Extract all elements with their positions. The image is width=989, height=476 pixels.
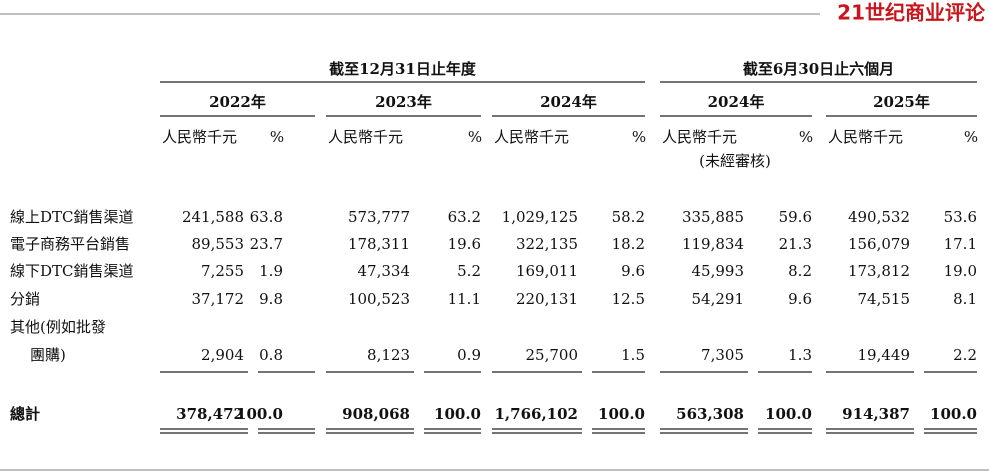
row-label: 電子商務平台銷售 [10,235,130,253]
total-cell: 908,068 [342,405,410,423]
cell: 58.2 [612,208,645,226]
cell: 322,135 [516,235,578,253]
total-cell: 563,308 [676,405,744,423]
cell: 23.7 [250,235,283,253]
unit-header: % [799,128,813,146]
cell: 63.8 [250,208,283,226]
row-label: 其他(例如批發 [10,318,106,336]
cell: 490,532 [848,208,910,226]
cell: 21.3 [779,235,812,253]
cell: 54,291 [692,290,745,308]
cell: 1.9 [259,262,283,280]
cell: 5.2 [457,262,481,280]
cell: 2,904 [201,346,244,364]
cell: 12.5 [612,290,645,308]
cell: 59.6 [779,208,812,226]
unit-header: 人民幣千元 [328,128,403,146]
cell: 220,131 [516,290,578,308]
cell: 335,885 [682,208,744,226]
total-cell: 100.0 [236,405,283,423]
total-cell: 1,766,102 [494,405,578,423]
group-header: 截至12月31日止年度 [329,60,477,78]
cell: 47,334 [358,262,411,280]
cell: 74,515 [858,290,911,308]
cell: 89,553 [192,235,245,253]
cell: 25,700 [526,346,579,364]
cell: 7,305 [701,346,744,364]
cell: 0.8 [259,346,283,364]
cell: 573,777 [348,208,410,226]
cell: 9.6 [788,290,812,308]
cell: 100,523 [348,290,410,308]
cell: 19.0 [944,262,977,280]
note: (未經審核) [699,152,771,170]
cell: 1,029,125 [502,208,578,226]
unit-header: 人民幣千元 [162,128,237,146]
cell: 7,255 [201,262,244,280]
unit-header: 人民幣千元 [494,128,569,146]
cell: 45,993 [692,262,745,280]
cell: 11.1 [448,290,481,308]
cell: 19.6 [448,235,481,253]
cell: 119,834 [682,235,744,253]
cell: 169,011 [516,262,578,280]
cell: 17.1 [944,235,977,253]
total-cell: 914,387 [842,405,910,423]
cell: 156,079 [848,235,910,253]
total-cell: 100.0 [598,405,645,423]
group-header: 截至6月30日止六個月 [743,60,894,78]
unit-header: % [632,128,646,146]
cell: 9.8 [259,290,283,308]
total-cell: 378,472 [176,405,244,423]
row-label: 團購) [30,346,66,364]
row-label: 線上DTC銷售渠道 [10,208,134,226]
unit-header: % [468,128,482,146]
cell: 37,172 [192,290,245,308]
cell: 8.1 [953,290,977,308]
total-cell: 100.0 [930,405,977,423]
cell: 1.5 [621,346,645,364]
cell: 18.2 [612,235,645,253]
cell: 0.9 [457,346,481,364]
total-cell: 100.0 [434,405,481,423]
unit-header: % [964,128,978,146]
year-header: 2023年 [375,93,432,111]
cell: 241,588 [182,208,244,226]
row-label: 分銷 [10,290,40,308]
cell: 1.3 [788,346,812,364]
year-header: 2025年 [873,93,930,111]
logo: 21世纪商业评论 [837,1,986,25]
cell: 178,311 [348,235,410,253]
unit-header: 人民幣千元 [662,128,737,146]
cell: 9.6 [621,262,645,280]
cell: 173,812 [848,262,910,280]
cell: 8.2 [788,262,812,280]
cell: 2.2 [953,346,977,364]
total-label: 總計 [10,405,40,423]
cell: 63.2 [448,208,481,226]
total-cell: 100.0 [765,405,812,423]
year-header: 2024年 [708,93,765,111]
unit-header: 人民幣千元 [828,128,903,146]
unit-header: % [270,128,284,146]
cell: 19,449 [858,346,911,364]
year-header: 2022年 [209,93,266,111]
row-label: 線下DTC銷售渠道 [10,262,134,280]
cell: 8,123 [367,346,410,364]
year-header: 2024年 [540,93,597,111]
cell: 53.6 [944,208,977,226]
